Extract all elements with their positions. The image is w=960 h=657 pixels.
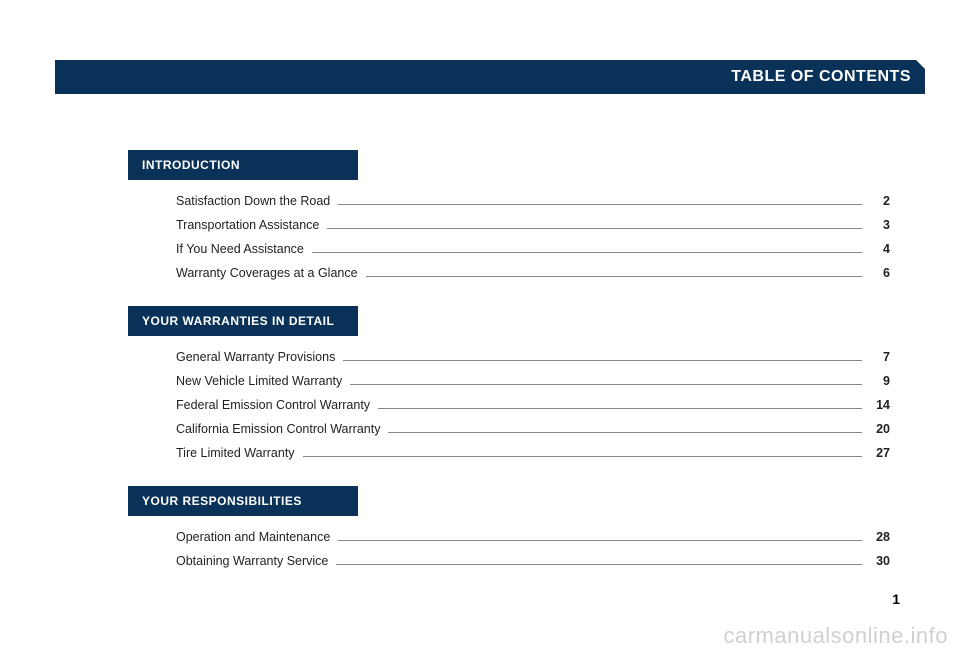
toc-leader — [366, 276, 862, 277]
header-bar: TABLE OF CONTENTS — [55, 60, 925, 94]
toc-title: Obtaining Warranty Service — [176, 554, 328, 568]
toc-page: 14 — [870, 398, 890, 412]
toc-row: Federal Emission Control Warranty 14 — [176, 398, 890, 412]
toc-title: General Warranty Provisions — [176, 350, 335, 364]
toc-page: 4 — [870, 242, 890, 256]
toc-leader — [350, 384, 862, 385]
section-label-warranties: YOUR WARRANTIES IN DETAIL — [128, 306, 358, 336]
toc-leader — [303, 456, 862, 457]
toc-page: 6 — [870, 266, 890, 280]
toc-row: Satisfaction Down the Road 2 — [176, 194, 890, 208]
toc-page: 3 — [870, 218, 890, 232]
toc-row: Operation and Maintenance 28 — [176, 530, 890, 544]
toc-page: 7 — [870, 350, 890, 364]
toc-page: 20 — [870, 422, 890, 436]
toc-content: INTRODUCTION Satisfaction Down the Road … — [128, 150, 890, 594]
toc-row: General Warranty Provisions 7 — [176, 350, 890, 364]
toc-title: Satisfaction Down the Road — [176, 194, 330, 208]
toc-list: General Warranty Provisions 7 New Vehicl… — [128, 350, 890, 460]
toc-row: If You Need Assistance 4 — [176, 242, 890, 256]
toc-row: Transportation Assistance 3 — [176, 218, 890, 232]
toc-title: Federal Emission Control Warranty — [176, 398, 370, 412]
toc-leader — [343, 360, 862, 361]
toc-list: Satisfaction Down the Road 2 Transportat… — [128, 194, 890, 280]
toc-title: If You Need Assistance — [176, 242, 304, 256]
toc-page: 28 — [870, 530, 890, 544]
toc-page: 9 — [870, 374, 890, 388]
toc-page: 27 — [870, 446, 890, 460]
toc-leader — [378, 408, 862, 409]
toc-title: Tire Limited Warranty — [176, 446, 295, 460]
toc-title: California Emission Control Warranty — [176, 422, 380, 436]
watermark: carmanualsonline.info — [723, 623, 948, 649]
toc-title: Transportation Assistance — [176, 218, 319, 232]
toc-title: Warranty Coverages at a Glance — [176, 266, 358, 280]
toc-list: Operation and Maintenance 28 Obtaining W… — [128, 530, 890, 568]
toc-row: California Emission Control Warranty 20 — [176, 422, 890, 436]
toc-page: 30 — [870, 554, 890, 568]
toc-row: Tire Limited Warranty 27 — [176, 446, 890, 460]
toc-leader — [312, 252, 862, 253]
toc-row: Obtaining Warranty Service 30 — [176, 554, 890, 568]
header-title: TABLE OF CONTENTS — [731, 68, 911, 86]
toc-leader — [338, 204, 862, 205]
toc-leader — [338, 540, 862, 541]
toc-page: 2 — [870, 194, 890, 208]
toc-leader — [336, 564, 862, 565]
toc-title: Operation and Maintenance — [176, 530, 330, 544]
section-label-introduction: INTRODUCTION — [128, 150, 358, 180]
page-number: 1 — [892, 591, 900, 607]
toc-row: New Vehicle Limited Warranty 9 — [176, 374, 890, 388]
toc-row: Warranty Coverages at a Glance 6 — [176, 266, 890, 280]
toc-leader — [327, 228, 862, 229]
toc-leader — [388, 432, 862, 433]
toc-title: New Vehicle Limited Warranty — [176, 374, 342, 388]
section-label-responsibilities: YOUR RESPONSIBILITIES — [128, 486, 358, 516]
